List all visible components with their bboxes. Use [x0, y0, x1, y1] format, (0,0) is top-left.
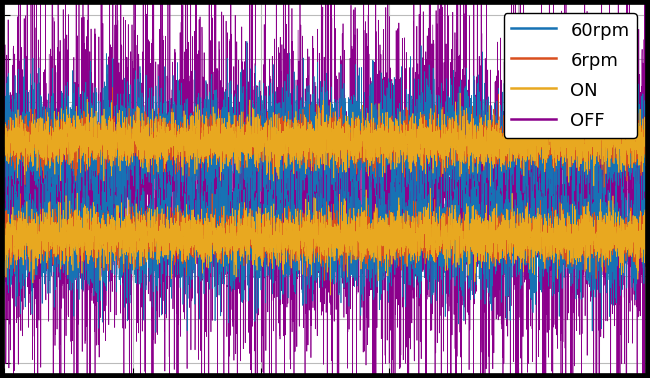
Legend: 60rpm, 6rpm, ON, OFF: 60rpm, 6rpm, ON, OFF	[504, 13, 637, 138]
